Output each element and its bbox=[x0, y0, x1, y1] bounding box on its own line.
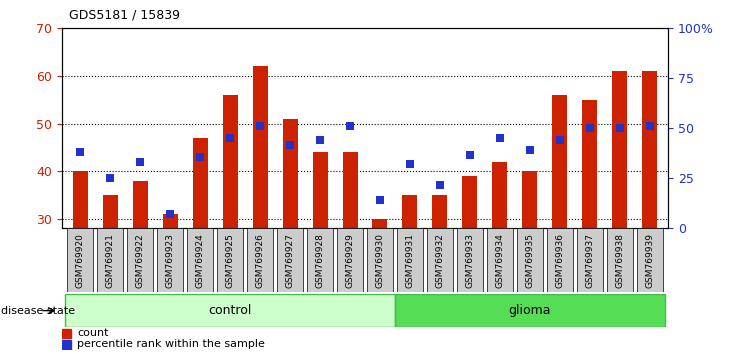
Point bbox=[614, 126, 626, 131]
FancyBboxPatch shape bbox=[67, 228, 93, 292]
FancyBboxPatch shape bbox=[577, 228, 602, 292]
Point bbox=[254, 123, 266, 129]
FancyBboxPatch shape bbox=[427, 228, 453, 292]
FancyBboxPatch shape bbox=[307, 228, 333, 292]
FancyBboxPatch shape bbox=[397, 228, 423, 292]
FancyBboxPatch shape bbox=[337, 228, 363, 292]
Text: GSM769926: GSM769926 bbox=[255, 233, 264, 288]
Text: glioma: glioma bbox=[509, 304, 551, 317]
Text: GSM769935: GSM769935 bbox=[526, 233, 534, 288]
Point bbox=[464, 152, 476, 157]
Point bbox=[104, 176, 116, 181]
Bar bbox=[163, 214, 177, 228]
Point bbox=[74, 149, 86, 155]
Bar bbox=[523, 171, 537, 228]
Point bbox=[404, 161, 416, 167]
Text: GSM769924: GSM769924 bbox=[196, 233, 204, 287]
Text: GSM769936: GSM769936 bbox=[556, 233, 564, 288]
FancyBboxPatch shape bbox=[188, 228, 212, 292]
Point bbox=[284, 142, 296, 148]
Text: control: control bbox=[208, 304, 252, 317]
Text: GSM769933: GSM769933 bbox=[466, 233, 474, 288]
Bar bbox=[133, 181, 147, 228]
Point bbox=[224, 135, 236, 141]
Text: GSM769923: GSM769923 bbox=[166, 233, 174, 288]
Point bbox=[314, 137, 326, 143]
Text: GSM769931: GSM769931 bbox=[405, 233, 415, 288]
Text: GSM769925: GSM769925 bbox=[226, 233, 234, 288]
Bar bbox=[62, 329, 71, 338]
Text: count: count bbox=[77, 329, 109, 338]
Text: GSM769937: GSM769937 bbox=[585, 233, 594, 288]
Bar bbox=[102, 195, 118, 228]
Text: GSM769934: GSM769934 bbox=[496, 233, 504, 288]
Text: GSM769939: GSM769939 bbox=[645, 233, 655, 288]
FancyBboxPatch shape bbox=[247, 228, 272, 292]
FancyBboxPatch shape bbox=[218, 228, 242, 292]
Bar bbox=[395, 294, 665, 327]
FancyBboxPatch shape bbox=[637, 228, 663, 292]
Bar bbox=[553, 95, 567, 228]
Text: GSM769932: GSM769932 bbox=[436, 233, 445, 288]
Text: GSM769938: GSM769938 bbox=[615, 233, 624, 288]
FancyBboxPatch shape bbox=[367, 228, 393, 292]
Point bbox=[194, 154, 206, 160]
Point bbox=[554, 137, 566, 143]
Bar bbox=[72, 171, 88, 228]
Bar bbox=[312, 152, 328, 228]
Bar bbox=[463, 176, 477, 228]
Bar bbox=[402, 195, 418, 228]
Text: percentile rank within the sample: percentile rank within the sample bbox=[77, 339, 265, 349]
Bar bbox=[253, 67, 267, 228]
Text: GSM769921: GSM769921 bbox=[106, 233, 115, 288]
FancyBboxPatch shape bbox=[97, 228, 123, 292]
Bar bbox=[612, 71, 628, 228]
FancyBboxPatch shape bbox=[158, 228, 182, 292]
Bar bbox=[493, 162, 507, 228]
Bar bbox=[283, 119, 298, 228]
FancyBboxPatch shape bbox=[607, 228, 633, 292]
Text: GSM769922: GSM769922 bbox=[136, 233, 145, 287]
FancyBboxPatch shape bbox=[518, 228, 542, 292]
Point bbox=[374, 197, 386, 202]
Point bbox=[434, 183, 446, 188]
FancyBboxPatch shape bbox=[277, 228, 303, 292]
Text: GDS5181 / 15839: GDS5181 / 15839 bbox=[69, 8, 180, 21]
Text: GSM769929: GSM769929 bbox=[345, 233, 355, 288]
Point bbox=[494, 135, 506, 141]
Bar bbox=[372, 219, 388, 228]
FancyBboxPatch shape bbox=[458, 228, 483, 292]
Bar bbox=[223, 95, 237, 228]
Point bbox=[524, 147, 536, 153]
FancyBboxPatch shape bbox=[488, 228, 512, 292]
Bar bbox=[62, 340, 71, 349]
Bar bbox=[65, 294, 395, 327]
Text: GSM769928: GSM769928 bbox=[315, 233, 325, 288]
Point bbox=[134, 159, 146, 165]
Point bbox=[344, 123, 356, 129]
Bar bbox=[642, 71, 658, 228]
Text: GSM769930: GSM769930 bbox=[375, 233, 385, 288]
Point bbox=[584, 126, 596, 131]
Bar bbox=[193, 138, 207, 228]
Bar bbox=[342, 152, 358, 228]
FancyBboxPatch shape bbox=[548, 228, 572, 292]
Text: GSM769927: GSM769927 bbox=[285, 233, 294, 288]
Point bbox=[164, 211, 176, 217]
Text: GSM769920: GSM769920 bbox=[75, 233, 85, 288]
Text: disease state: disease state bbox=[1, 306, 75, 316]
Bar bbox=[432, 195, 447, 228]
Point bbox=[644, 123, 656, 129]
FancyBboxPatch shape bbox=[128, 228, 153, 292]
Bar bbox=[583, 100, 597, 228]
